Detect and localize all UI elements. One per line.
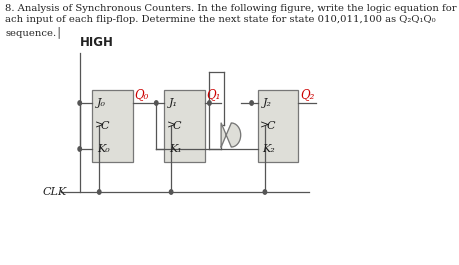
Text: CLK: CLK (43, 187, 67, 197)
Text: K₀: K₀ (97, 144, 109, 154)
Text: sequence.│: sequence.│ (6, 26, 62, 38)
Text: Q₁: Q₁ (206, 88, 220, 101)
Bar (164, 90, 204, 162)
Text: C: C (172, 121, 181, 131)
Text: HIGH: HIGH (79, 36, 113, 49)
Text: >: > (95, 121, 104, 131)
Circle shape (169, 190, 173, 194)
Text: J₀: J₀ (97, 98, 106, 108)
Bar (257, 90, 298, 162)
Circle shape (249, 101, 253, 105)
Circle shape (78, 147, 81, 151)
Text: 8. Analysis of Synchronous Counters. In the following figure, write the logic eq: 8. Analysis of Synchronous Counters. In … (6, 4, 456, 13)
Text: J₂: J₂ (262, 98, 271, 108)
Text: Q₂: Q₂ (299, 88, 314, 101)
Circle shape (97, 190, 101, 194)
Text: >: > (166, 121, 175, 131)
Circle shape (78, 101, 81, 105)
Text: Q₀: Q₀ (134, 88, 148, 101)
Circle shape (207, 101, 211, 105)
Text: K₁: K₁ (168, 144, 181, 154)
Circle shape (263, 190, 266, 194)
Text: C: C (101, 121, 109, 131)
Text: ach input of each flip-flop. Determine the next state for state 010,011,100 as Q: ach input of each flip-flop. Determine t… (6, 15, 435, 24)
Bar (92, 90, 133, 162)
Text: C: C (266, 121, 274, 131)
Text: >: > (260, 121, 269, 131)
Text: J₁: J₁ (168, 98, 177, 108)
Circle shape (154, 101, 157, 105)
Polygon shape (221, 123, 240, 147)
Text: K₂: K₂ (262, 144, 274, 154)
